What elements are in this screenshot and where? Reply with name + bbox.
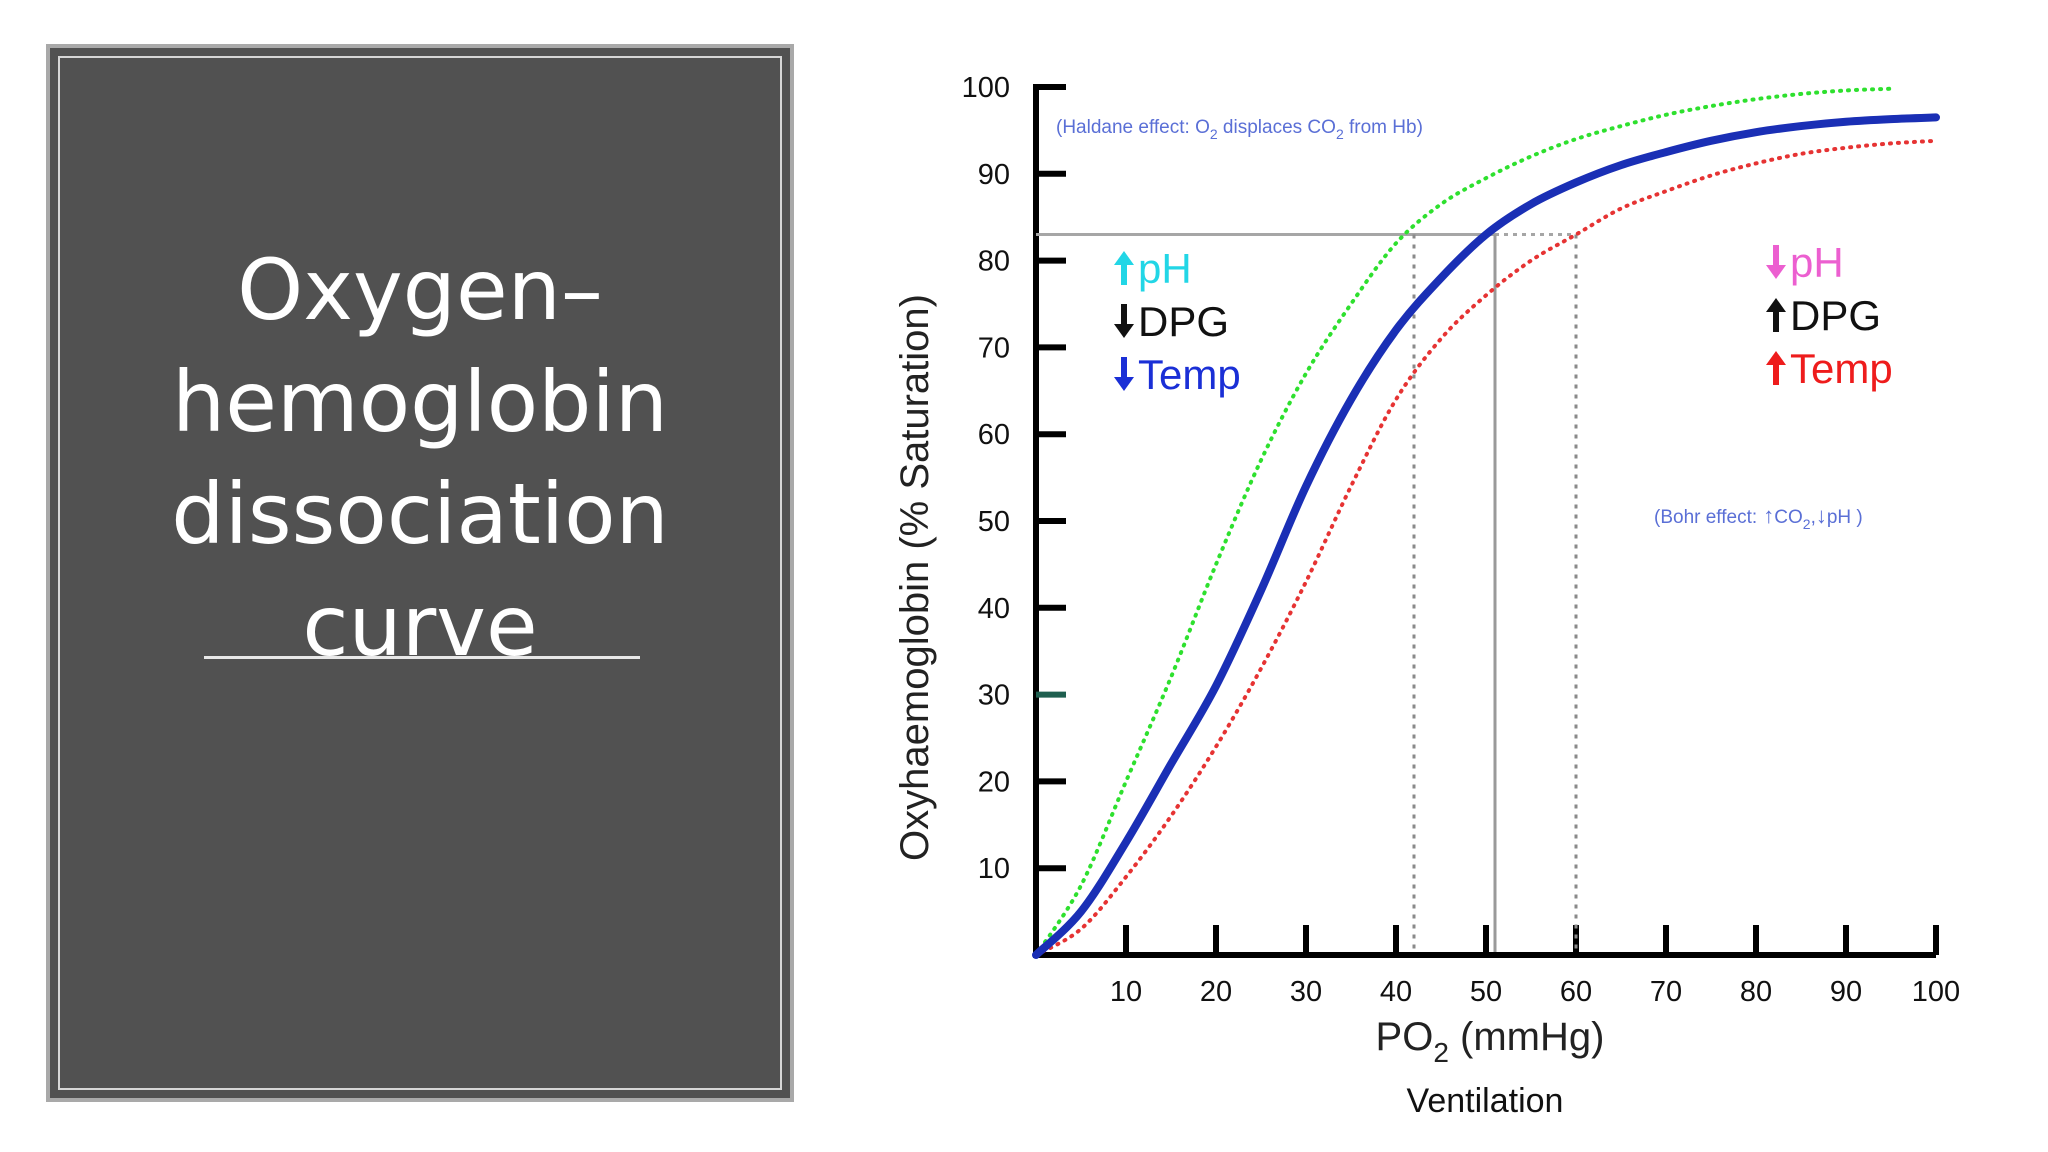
- y-tick-label: 80: [978, 246, 1010, 278]
- curves: [1032, 86, 1940, 959]
- down-arrow-icon: [1114, 357, 1134, 391]
- left-factors: pH DPG Temp: [1114, 245, 1241, 398]
- factor-label-temp: Temp: [1790, 345, 1893, 392]
- slide-title: Oxygen– hemoglobin dissociation curve: [171, 241, 669, 675]
- arrow-head: [1766, 351, 1786, 365]
- reference-lines: [1036, 233, 1578, 952]
- y-tick-label: 100: [962, 72, 1010, 104]
- title-divider: [204, 656, 640, 659]
- arrow-head: [1114, 324, 1134, 338]
- x-tick-label: 50: [1470, 976, 1502, 1008]
- down-arrow-icon: [1114, 304, 1134, 338]
- y-tick-label: 10: [978, 853, 1010, 885]
- bohr-note: (Bohr effect: ↑CO2,↓pH ): [1654, 503, 1863, 532]
- dotted-curve: [1034, 86, 1893, 957]
- arrow-head: [1114, 377, 1134, 391]
- x-tick-label: 100: [1912, 976, 1960, 1008]
- normal-curve: [1032, 113, 1940, 959]
- x-tick-label: 30: [1290, 976, 1322, 1008]
- factor-label-dpg: DPG: [1138, 298, 1229, 345]
- y-axis-title: Oxyhaemoglobin (% Saturation): [893, 294, 937, 861]
- y-tick-label: 20: [978, 766, 1010, 798]
- y-tick-label: 60: [978, 419, 1010, 451]
- arrow-head: [1766, 265, 1786, 279]
- arrow-shaft: [1121, 304, 1127, 326]
- x-tick-label: 80: [1740, 976, 1772, 1008]
- arrow-head: [1114, 251, 1134, 265]
- x-tick-label: 90: [1830, 976, 1862, 1008]
- footer-label: Ventilation: [1406, 1082, 1564, 1120]
- arrow-shaft: [1773, 363, 1779, 385]
- x-tick-label: 10: [1110, 976, 1142, 1008]
- title-panel: Oxygen– hemoglobin dissociation curve: [46, 44, 794, 1102]
- up-arrow-icon: [1766, 351, 1786, 385]
- arrow-shaft: [1773, 310, 1779, 332]
- y-tick-label: 50: [978, 506, 1010, 538]
- y-tick-label: 70: [978, 332, 1010, 364]
- y-tick-label: 40: [978, 593, 1010, 625]
- factor-label-temp: Temp: [1138, 351, 1241, 398]
- arrow-shaft: [1121, 263, 1127, 285]
- dotted-curve: [1034, 138, 1938, 957]
- axes: 10 20 30 40 50 60 70 80 90 100 10 20 30 40 50 60 70 80 90 1…: [893, 72, 1960, 1068]
- up-arrow-icon: [1114, 251, 1134, 285]
- x-tick-label: 70: [1650, 976, 1682, 1008]
- down-arrow-icon: [1766, 245, 1786, 279]
- x-tick-label: 20: [1200, 976, 1232, 1008]
- arrow-shaft: [1773, 245, 1779, 267]
- arrow-shaft: [1121, 357, 1127, 379]
- y-tick-label: 30: [978, 680, 1010, 712]
- right-factors: pH DPG Temp: [1766, 239, 1893, 392]
- arrow-head: [1766, 298, 1786, 312]
- x-tick-label: 60: [1560, 976, 1592, 1008]
- x-axis-title: PO2 (mmHg): [1376, 1015, 1605, 1068]
- up-arrow-icon: [1766, 298, 1786, 332]
- haldane-note: (Haldane effect: O2 displaces CO2 from H…: [1056, 117, 1423, 142]
- chart-annotations: (Haldane effect: O2 displaces CO2 from H…: [1056, 117, 1893, 532]
- factor-label-ph: pH: [1790, 239, 1844, 286]
- factor-label-ph: pH: [1138, 245, 1192, 292]
- factor-label-dpg: DPG: [1790, 292, 1881, 339]
- x-tick-label: 40: [1380, 976, 1412, 1008]
- y-tick-label: 90: [978, 159, 1010, 191]
